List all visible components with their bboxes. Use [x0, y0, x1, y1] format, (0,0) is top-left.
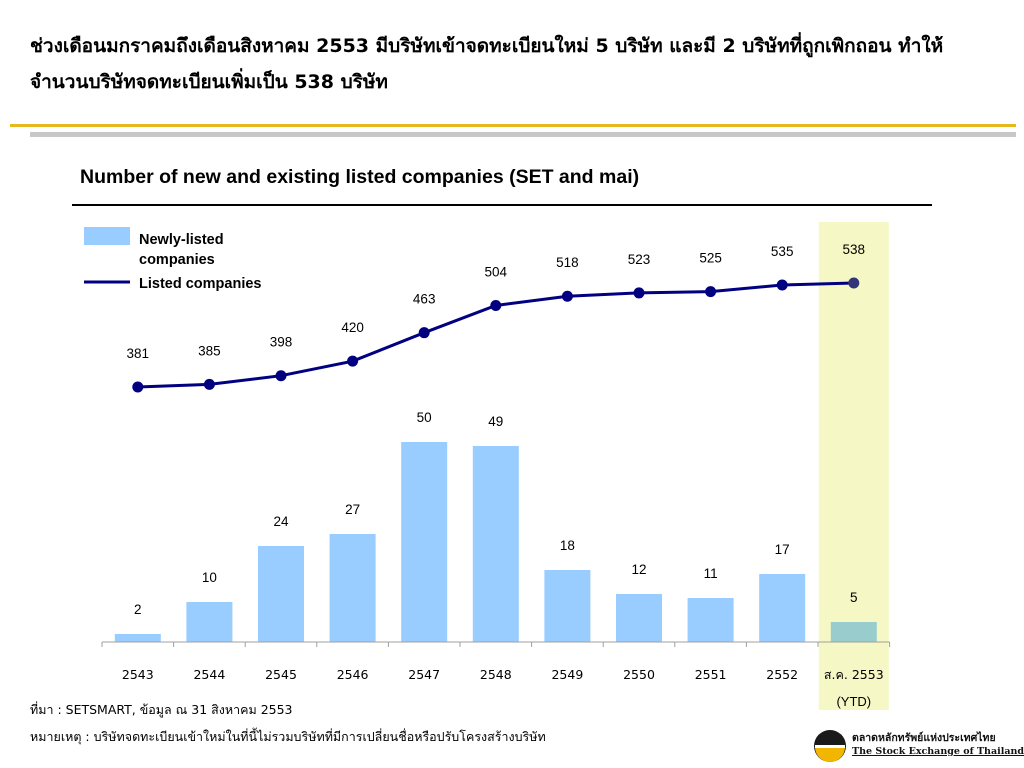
bar-2550 — [616, 594, 662, 642]
bar-2543 — [114, 634, 161, 642]
line-value-label: 385 — [198, 343, 221, 358]
line-point-2549 — [561, 290, 573, 302]
line-point-2547 — [418, 327, 430, 339]
bar-value-label: 5 — [850, 590, 858, 605]
slide-title: ช่วงเดือนมกราคมถึงเดือนสิงหาคม 2553 มีบร… — [30, 35, 944, 93]
bar-2547 — [401, 442, 448, 642]
bar-2549 — [544, 570, 591, 642]
footnote: หมายเหตุ : บริษัทจดทะเบียนเข้าใหม่ในที่น… — [30, 729, 546, 744]
bar-2548 — [472, 446, 519, 642]
legend-bar-label-line1: Newly-listed — [139, 232, 224, 248]
bar-2545 — [258, 546, 304, 642]
x-tick-label: 2544 — [193, 667, 225, 682]
x-tick-label: 2545 — [265, 667, 297, 682]
set-logo: ตลาดหลักทรัพย์แห่งประเทศไทย The Stock Ex… — [812, 728, 1024, 764]
bar-ส.ค. 2553 — [830, 622, 877, 642]
line-point-2543 — [132, 381, 144, 393]
bar-value-label: 50 — [417, 410, 432, 425]
x-tick-label: 2548 — [480, 667, 512, 682]
x-tick-label: 2547 — [408, 667, 440, 682]
bar-value-label: 12 — [631, 562, 646, 577]
bar-value-label: 2 — [134, 602, 142, 617]
bar-2551 — [687, 598, 734, 642]
logo-english-name: The Stock Exchange of Thailand — [852, 746, 1024, 757]
bar-value-label: 10 — [202, 570, 217, 585]
x-tick-label: 2550 — [623, 667, 655, 682]
line-point-2545 — [275, 370, 287, 382]
line-value-label: 523 — [628, 252, 651, 267]
listed-companies-line — [137, 281, 854, 389]
x-tick-label: ส.ค. 2553 — [824, 667, 884, 682]
x-tick-label: 2552 — [766, 667, 798, 682]
line-value-label: 398 — [270, 335, 293, 350]
line-value-label: 381 — [127, 346, 150, 361]
line-point-2551 — [705, 286, 717, 298]
line-value-label: 525 — [699, 251, 722, 266]
line-value-label: 518 — [556, 255, 579, 270]
x-tick-label-ytd: (YTD) — [836, 694, 871, 709]
line-point-ส.ค. 2553 — [848, 277, 860, 289]
bar-value-label: 11 — [704, 566, 718, 581]
bar-value-label: 24 — [273, 514, 289, 529]
logo-thai-name: ตลาดหลักทรัพย์แห่งประเทศไทย — [852, 732, 996, 744]
set-logo-icon — [814, 730, 846, 762]
line-point-2548 — [490, 300, 502, 312]
line-point-2552 — [776, 279, 788, 291]
chart-title-rule — [72, 204, 932, 206]
x-tick-label: 2546 — [337, 667, 369, 682]
bar-2544 — [186, 602, 233, 642]
line-value-label: 538 — [843, 242, 866, 257]
source-note: ที่มา : SETSMART, ข้อมูล ณ 31 สิงหาคม 25… — [30, 702, 293, 717]
bar-value-label: 49 — [488, 414, 503, 429]
bar-value-label: 27 — [345, 502, 360, 517]
legend-bar-label-line2: companies — [139, 252, 215, 268]
line-value-label: 420 — [341, 320, 364, 335]
x-tick-label: 2549 — [551, 667, 583, 682]
line-value-label: 504 — [485, 265, 508, 280]
title-underline-grey — [30, 132, 1016, 137]
x-tick-label: 2551 — [695, 667, 727, 682]
line-point-2550 — [633, 287, 645, 299]
legend-bar-swatch — [84, 227, 130, 245]
line-point-2546 — [347, 355, 359, 367]
title-underline-gold — [10, 124, 1016, 127]
chart-title: Number of new and existing listed compan… — [80, 166, 640, 188]
bar-value-label: 18 — [560, 538, 575, 553]
bar-value-label: 17 — [775, 542, 790, 557]
bar-2546 — [329, 534, 376, 642]
line-value-label: 463 — [413, 292, 436, 307]
legend-line-label: Listed companies — [139, 276, 261, 292]
line-point-2544 — [203, 378, 215, 390]
x-tick-label: 2543 — [122, 667, 154, 682]
bar-2552 — [759, 574, 806, 642]
line-value-label: 535 — [771, 244, 794, 259]
